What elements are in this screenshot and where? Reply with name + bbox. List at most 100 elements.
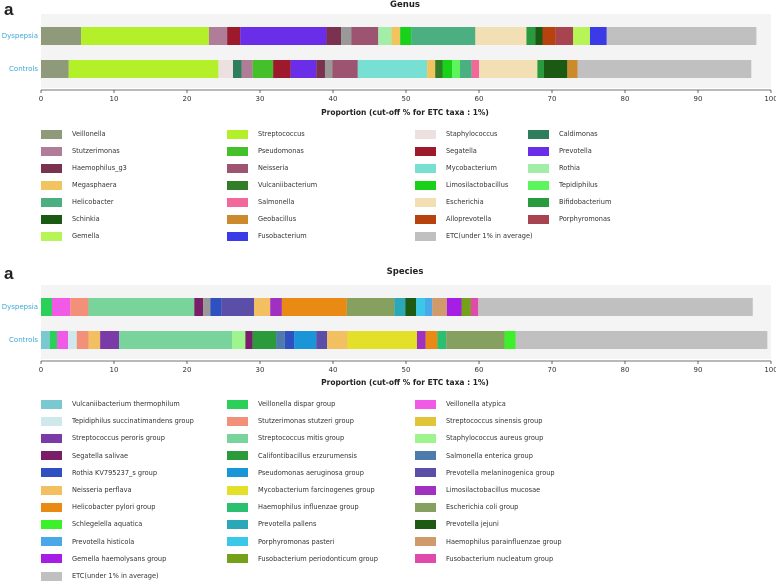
legend-swatch [41, 554, 62, 564]
legend-label: ETC(under 1% in average) [72, 572, 159, 580]
legend-label: Salmonella enterica group [446, 451, 533, 460]
legend-swatch [41, 231, 62, 241]
bar-segment-controls-mycobacterium [357, 60, 428, 78]
x-tick-label: 80 [621, 95, 630, 103]
bar-segment-dyspepsia-stutzerimonas [208, 27, 228, 45]
legend-item-limosilactobacillus-mucosae: Limosilactobacillus mucosae [415, 485, 540, 495]
bar-segment-dyspepsia-neisseria-perflava [254, 298, 271, 316]
legend-label: Streptococcus [258, 130, 305, 138]
legend-label: Gemella [72, 232, 100, 240]
stacked-bar-chart-species: 0 10 20 30 40 50 60 70 80 90 100 [39, 285, 776, 374]
bar-segment-dyspepsia-porphyromonas-pasteri [416, 298, 425, 316]
legend-item-fusobacterium: Fusobacterium [227, 231, 307, 241]
legend-item-pseudomonas-aeruginosa-group: Pseudomonas aeruginosa group [227, 468, 364, 478]
bar-segment-dyspepsia-streptococcus-mitis-group [88, 298, 195, 316]
x-tick-label: 80 [621, 366, 630, 374]
legend-item-prevotella-pallens: Prevotella pallens [227, 519, 316, 529]
legend-item-gemella-haemolysans-group: Gemella haemolysans group [41, 554, 166, 564]
category-label-controls-species: Controls [9, 336, 38, 344]
legend-item-helicobacter: Helicobacter [41, 197, 114, 207]
bar-segment-controls-megasphaera [427, 60, 436, 78]
legend-item-veillonella-dispar-group: Veillonella dispar group [227, 399, 335, 409]
bar-segment-dyspepsia-etc-under-1-in-average [478, 298, 753, 316]
legend-swatch [41, 468, 62, 478]
bar-segment-controls-haemophilus [324, 60, 333, 78]
bar-segment-dyspepsia-veillonella-atypica [51, 298, 71, 316]
bar-segment-dyspepsia-fusobacterium-periodonticum-group [461, 298, 471, 316]
legend-item-neisseria: Neisseria [227, 163, 288, 173]
legend-swatch [227, 519, 248, 529]
bar-segment-controls-salmonella-enterica-group [276, 331, 285, 349]
x-tick-label: 20 [183, 366, 192, 374]
legend-swatch [528, 180, 549, 190]
bar-segment-controls-schinkia [543, 60, 568, 78]
x-tick-label: 10 [110, 366, 119, 374]
bar-segment-controls-streptococcus [68, 60, 219, 78]
bar-segment-controls-stutzerimonas [241, 60, 253, 78]
legend-item-escherichia: Escherichia [415, 197, 484, 207]
legend-swatch [41, 416, 62, 426]
bar-segment-controls-staphylococcus [218, 60, 233, 78]
legend-swatch [227, 180, 248, 190]
bar-segment-dyspepsia-prevotella-jejuni [405, 298, 417, 316]
legend-label: Segatella [446, 147, 477, 155]
legend-label: Mycobacterium [446, 164, 497, 172]
legend-swatch [41, 163, 62, 173]
legend-item-porphyromonas: Porphyromonas [528, 214, 610, 224]
bar-segment-controls-helicobacter [460, 60, 472, 78]
legend-item-streptococcus-peroris-group: Streptococcus peroris group [41, 433, 165, 443]
legend-label: Staphylococcus aureus group [446, 434, 544, 443]
legend-item-helicobacter-pylori-group: Helicobacter pylori group [41, 502, 155, 512]
x-tick-label: 40 [329, 95, 338, 103]
legend-label: Tepidiphilus [559, 181, 598, 189]
legend-label: Prevotella pallens [258, 520, 317, 529]
bar-segment-dyspepsia-veillonella-dispar-group [41, 298, 52, 316]
legend-item-geobacillus: Geobacillus [227, 214, 296, 224]
bar-segment-controls-pseudomonas [252, 60, 274, 78]
legend-swatch [415, 197, 436, 207]
legend-label: Prevotella histicola [72, 537, 135, 546]
bar-segment-controls-geobacillus [567, 60, 578, 78]
legend-label: Rothia [559, 164, 580, 172]
bar-segment-controls-neisseria [332, 60, 358, 78]
legend-swatch [415, 468, 436, 478]
legend-label: Helicobacter pylori group [72, 503, 156, 512]
bar-segment-dyspepsia-porphyromonas [555, 27, 574, 45]
x-tick-label: 60 [475, 95, 484, 103]
x-tick-label: 40 [329, 366, 338, 374]
legend-swatch [41, 197, 62, 207]
bar-segment-dyspepsia-alloprevotella [542, 27, 556, 45]
legend-label: Porphyromonas [559, 215, 611, 223]
legend-label: Staphylococcus [446, 130, 498, 138]
legend-label: Fusobacterium [258, 232, 307, 240]
legend-item-haemophilus-g3: Haemophilus_g3 [41, 163, 127, 173]
legend-label: Neisseria [258, 164, 289, 172]
legend-label: Caldimonas [559, 130, 598, 138]
bar-segment-dyspepsia-segatella [227, 27, 241, 45]
legend-item-tepidiphilus-succinatimandens-group: Tepidiphilus succinatimandens group [41, 416, 194, 426]
bar-segment-dyspepsia-limosilactobacillus-mucosae [270, 298, 282, 316]
bar-segment-controls-haemophilus-g3 [316, 60, 325, 78]
bar-segment-dyspepsia-rothia-kv795237-s-group [210, 298, 222, 316]
x-tick-label: 0 [39, 95, 43, 103]
bar-segment-dyspepsia-fusobacterium [589, 27, 607, 45]
legend-item-prevotella-jejuni: Prevotella jejuni [415, 519, 499, 529]
legend-swatch [415, 399, 436, 409]
legend-item-tepidiphilus: Tepidiphilus [528, 180, 598, 190]
legend-swatch [415, 163, 436, 173]
bar-segment-controls-pseudomonas-aeruginosa-group [294, 331, 317, 349]
legend-item-stutzerimonas: Stutzerimonas [41, 146, 120, 156]
legend-item-schinkia: Schinkia [41, 214, 100, 224]
legend-item-veillonella-atypica: Veillonella atypica [415, 399, 506, 409]
legend-swatch [415, 519, 436, 529]
bar-segment-dyspepsia-prevotella [240, 27, 327, 45]
legend-label: Limosilactobacillus mucosae [446, 486, 541, 494]
bar-segment-controls-escherichia-coli-group [446, 331, 505, 349]
legend-swatch [41, 519, 62, 529]
bar-segment-controls-neisseria-perflava [327, 331, 348, 349]
bar-segment-dyspepsia-haemophilus [341, 27, 352, 45]
x-tick-label: 90 [694, 95, 703, 103]
legend-item-mycobacterium-farcinogenes-group: Mycobacterium farcinogenes group [227, 485, 375, 495]
bar-segment-dyspepsia-stutzerimonas-stutzeri-group [70, 298, 89, 316]
bar-segment-controls-califontibacillus-erzurumensis [252, 331, 277, 349]
